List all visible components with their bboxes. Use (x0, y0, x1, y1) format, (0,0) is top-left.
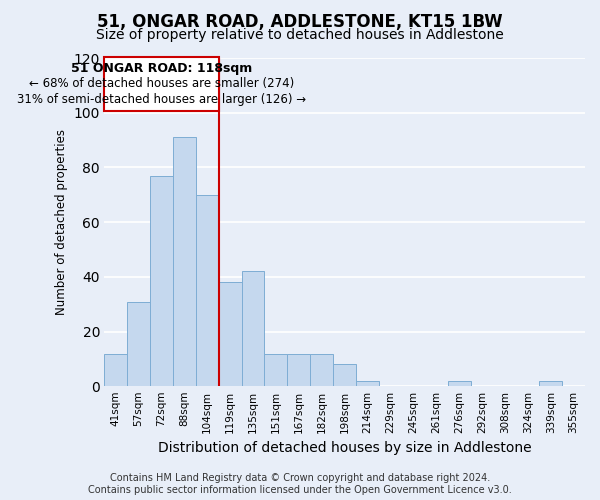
Bar (310, 354, 333, 386)
Bar (333, 364, 356, 386)
Bar (539, 381, 562, 386)
Text: 51 ONGAR ROAD: 118sqm: 51 ONGAR ROAD: 118sqm (71, 62, 252, 75)
Bar (127, 302, 150, 386)
Text: 51, ONGAR ROAD, ADDLESTONE, KT15 1BW: 51, ONGAR ROAD, ADDLESTONE, KT15 1BW (97, 12, 503, 30)
Bar (287, 354, 310, 386)
X-axis label: Distribution of detached houses by size in Addlestone: Distribution of detached houses by size … (158, 441, 532, 455)
Bar (242, 272, 265, 386)
Bar (265, 354, 287, 386)
Bar (356, 381, 379, 386)
Bar (196, 195, 218, 386)
Bar (448, 381, 470, 386)
Text: Size of property relative to detached houses in Addlestone: Size of property relative to detached ho… (96, 28, 504, 42)
Text: Contains HM Land Registry data © Crown copyright and database right 2024.
Contai: Contains HM Land Registry data © Crown c… (88, 474, 512, 495)
Bar (104, 354, 127, 386)
FancyBboxPatch shape (104, 56, 218, 112)
Y-axis label: Number of detached properties: Number of detached properties (55, 129, 68, 315)
Text: 31% of semi-detached houses are larger (126) →: 31% of semi-detached houses are larger (… (17, 93, 306, 106)
Bar (173, 138, 196, 386)
Bar (218, 282, 242, 387)
Text: ← 68% of detached houses are smaller (274): ← 68% of detached houses are smaller (27… (29, 78, 294, 90)
Bar (150, 176, 173, 386)
